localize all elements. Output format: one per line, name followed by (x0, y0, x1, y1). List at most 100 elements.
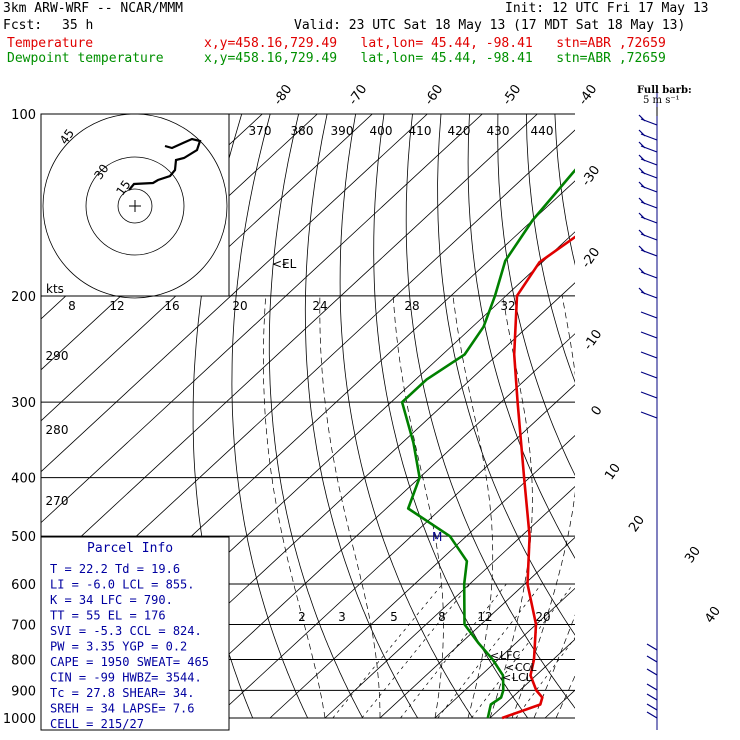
mixing-ratio-lines (332, 583, 575, 719)
isotherm-label: 20 (626, 513, 648, 535)
pressure-label: 600 (11, 578, 36, 593)
isotherm-label: 10 (602, 461, 624, 483)
pressure-label: 400 (11, 472, 36, 487)
hodograph-ring-15 (117, 188, 153, 224)
dry-adiabat (583, 114, 740, 718)
mixing-ratio-line (332, 583, 443, 719)
mixing-ratio-line (400, 583, 507, 719)
theta-left-label: 290 (46, 349, 69, 363)
el-label: EL (282, 257, 297, 271)
isotherm (159, 333, 575, 719)
wind-barb-feather (638, 129, 646, 137)
parcel-info-row: SREH = 34 LAPSE= 7.6 (50, 702, 195, 716)
parcel-info-row: CIN = -99 HWBZ= 3544. (50, 671, 202, 685)
sounding-series (400, 168, 575, 720)
mixing-ratio-label-lower: 5 (390, 610, 398, 624)
dry-adiabat (669, 114, 740, 718)
pressure-label: 800 (11, 653, 36, 668)
wind-barb-feather (638, 197, 646, 205)
moist-adiabat (263, 295, 326, 719)
theta-label: 390 (331, 124, 354, 138)
dry-adiabat (726, 114, 740, 718)
wind-barb-feather (638, 141, 646, 149)
lfc-label: LFC (500, 649, 520, 662)
dry-adiabat (231, 114, 309, 719)
wind-barb (646, 683, 658, 691)
parcel-info-row: LI = -6.0 LCL = 855. (50, 578, 195, 592)
dry-adiabat (612, 114, 740, 718)
theta-labels: 370 380 390 400 410 420 430 440 290 280 270 (46, 124, 554, 508)
dry-adiabat (526, 114, 575, 383)
dry-adiabat (304, 114, 419, 719)
dry-adiabat (339, 114, 474, 719)
wind-barb (646, 711, 658, 719)
m-marker: M (432, 530, 442, 544)
wind-barb-feather (638, 212, 646, 220)
mixing-ratio-label: 28 (404, 299, 419, 313)
init-time: Init: 12 UTC Fri 17 May 13 (505, 1, 709, 16)
isotherm (324, 485, 575, 719)
moist-adiabat (555, 675, 575, 719)
mixing-ratio-label: 16 (164, 299, 179, 313)
parcel-info-title: Parcel Info (87, 541, 173, 556)
wind-barb (640, 391, 658, 399)
isotherm (41, 114, 538, 575)
mixing-ratio-label: 24 (312, 299, 327, 313)
wind-barb (646, 643, 658, 651)
mixing-ratio-line (361, 583, 471, 719)
wind-barb-feather (638, 229, 646, 237)
dry-adiabat (640, 114, 740, 718)
mixing-ratio-label-lower: 8 (438, 610, 446, 624)
isotherm-label: -30 (579, 163, 603, 189)
mixing-ratio-label: 12 (109, 299, 124, 313)
pressure-label: 1000 (3, 712, 36, 727)
forecast-hour: 35 h (62, 18, 94, 33)
isotherm (41, 114, 483, 524)
wind-barb-column: Full barb: 5 m s⁻¹ (637, 85, 692, 730)
isotherm (489, 638, 575, 719)
wind-barb-feather (638, 267, 646, 275)
wind-barb (646, 668, 658, 676)
wind-barb (640, 351, 658, 359)
moist-adiabat (533, 614, 575, 719)
temperature-location: x,y=458.16,729.49 lat,lon= 45.44, -98.41… (204, 36, 666, 51)
wind-barb-feather (638, 167, 646, 175)
hodograph-ring-30 (85, 156, 185, 256)
dry-adiabat (268, 114, 364, 719)
mixing-ratio-line (437, 583, 542, 719)
wind-barb-feather (638, 245, 646, 253)
parcel-info-panel: Parcel Info T = 22.2 Td = 19.6 LI = -6.0 … (40, 536, 230, 731)
hodograph-unit: kts (46, 282, 64, 296)
dewpoint-trace (400, 168, 575, 719)
pressure-label: 200 (11, 290, 36, 305)
svg-text:<-: <- (502, 671, 515, 684)
barb-legend-value: 5 m s⁻¹ (643, 95, 680, 106)
parcel-info-row: K = 34 LFC = 790. (50, 593, 173, 607)
wind-barb (640, 371, 658, 379)
wind-barb (646, 693, 658, 701)
wind-barb-feather (638, 114, 646, 122)
theta-left-label: 270 (46, 494, 69, 508)
isotherm-label: 40 (702, 604, 724, 626)
pressure-label: 900 (11, 684, 36, 699)
theta-label: 370 (249, 124, 272, 138)
isotherm (214, 384, 575, 719)
model-title: 3km ARW-WRF -- NCAR/MMM (3, 1, 184, 16)
lcl-label: LCL (512, 671, 533, 684)
svg-text:<-: <- (505, 661, 518, 674)
temperature-trace (501, 235, 575, 720)
theta-label: 420 (448, 124, 471, 138)
parcel-info-row: CAPE = 1950 SWEAT= 465 (50, 655, 209, 669)
dry-adiabat (497, 114, 575, 477)
wind-barb (646, 655, 658, 663)
parcel-info-row: T = 22.2 Td = 19.6 (50, 562, 180, 576)
mixing-ratio-labels: 8 12 16 20 24 28 32 2 3 5 8 12 20 (68, 299, 550, 624)
isotherm-label: -60 (422, 82, 446, 108)
forecast-label: Fcst: (3, 18, 43, 33)
isotherm-label: -70 (346, 82, 370, 108)
wind-barb (640, 331, 658, 339)
isotherm (600, 114, 740, 718)
dry-adiabat (697, 114, 740, 718)
parcel-info-row: SVI = -5.3 CCL = 824. (50, 624, 202, 638)
isotherm-label: -40 (576, 82, 600, 108)
